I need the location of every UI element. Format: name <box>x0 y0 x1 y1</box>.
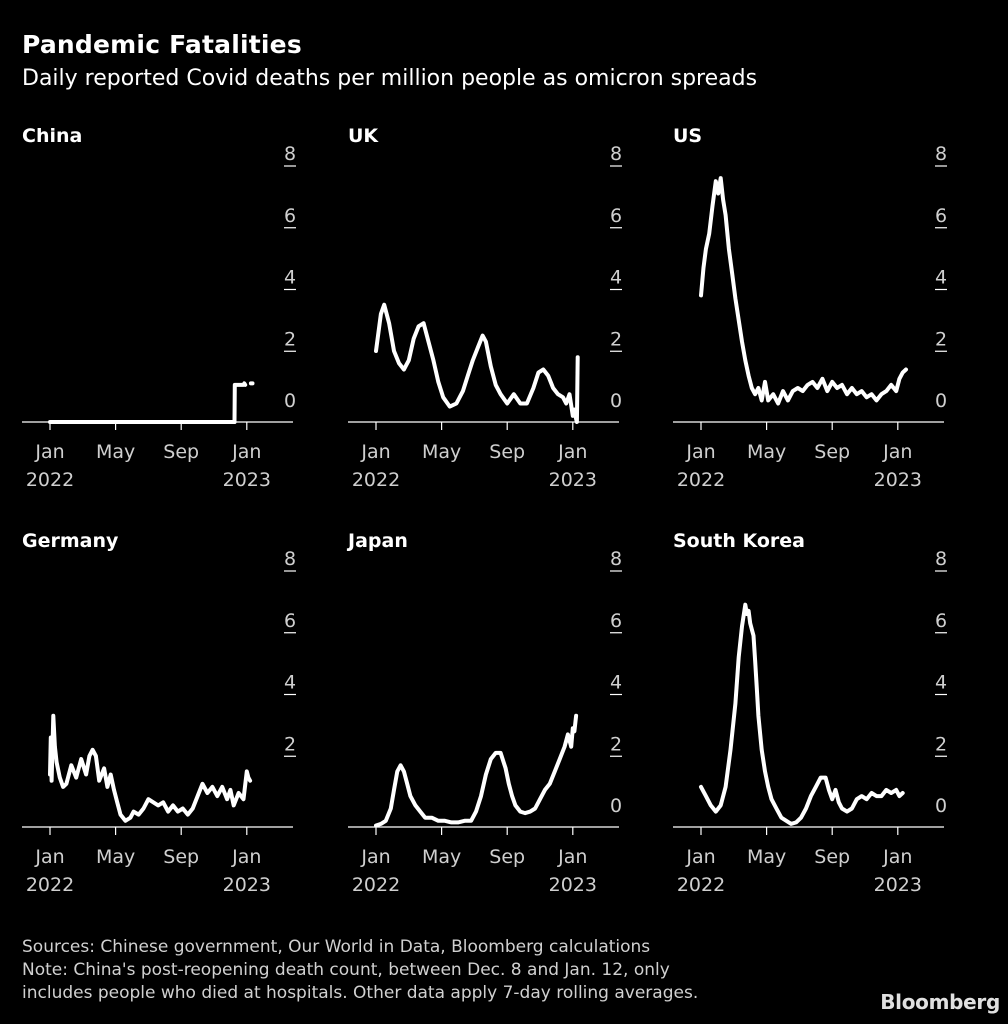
y-tick-label: 6 <box>935 205 947 227</box>
x-tick-label: Jan <box>231 441 261 463</box>
y-tick-label: 0 <box>610 795 622 817</box>
series-line <box>374 302 580 424</box>
x-tick-label: May <box>422 846 461 868</box>
y-tick-label: 8 <box>935 548 947 570</box>
x-tick-label: May <box>422 441 461 463</box>
x-tick-year-label: 2022 <box>677 874 725 896</box>
series-line <box>699 176 908 406</box>
x-tick-label: Jan <box>360 441 390 463</box>
x-tick-label: Jan <box>231 846 261 868</box>
y-tick-label: 0 <box>610 390 622 412</box>
x-tick-year-label: 2023 <box>549 469 597 491</box>
panel-title: UK <box>348 125 379 147</box>
y-tick-label: 6 <box>610 610 622 632</box>
x-tick-label: May <box>747 846 786 868</box>
footer-notes: Sources: Chinese government, Our World i… <box>22 936 698 1005</box>
y-tick-label: 0 <box>935 795 947 817</box>
series-line <box>699 602 905 826</box>
x-tick-year-label: 2022 <box>352 874 400 896</box>
y-tick-label: 2 <box>610 733 622 755</box>
x-tick-label: Sep <box>163 441 199 463</box>
panel-south-korea: South Korea 0 2 4 6 8 Jan 2022 May Sep Jan 2023 <box>673 530 988 920</box>
x-tick-year-label: 2022 <box>677 469 725 491</box>
x-tick-label: Jan <box>34 441 64 463</box>
y-tick-label: 2 <box>610 328 622 350</box>
panel-germany: Germany 2 4 6 8 Jan 2022 May Sep Jan 2023 <box>22 530 337 920</box>
x-tick-year-label: 2023 <box>223 469 271 491</box>
china-chart-svg: 0 2 4 6 8 Jan 2022 May Sep Jan 2023 <box>22 143 296 491</box>
y-tick-label: 4 <box>935 267 947 289</box>
y-tick-label: 6 <box>284 205 296 227</box>
sources-text: Sources: Chinese government, Our World i… <box>22 937 651 957</box>
bloomberg-logo: Bloomberg <box>880 990 1000 1014</box>
x-tick-label: Sep <box>489 846 525 868</box>
x-tick-label: Sep <box>814 846 850 868</box>
series-line <box>232 381 248 424</box>
x-tick-year-label: 2022 <box>26 469 74 491</box>
south-korea-chart-svg: 0 2 4 6 8 Jan 2022 May Sep Jan 2023 <box>673 548 947 896</box>
x-tick-label: Jan <box>360 846 390 868</box>
x-tick-year-label: 2023 <box>874 874 922 896</box>
panel-title: Germany <box>22 530 119 552</box>
y-tick-label: 4 <box>610 672 622 694</box>
uk-chart-svg: 0 2 4 6 8 Jan 2022 May Sep Jan 2023 <box>348 143 622 491</box>
panel-title: US <box>673 125 703 147</box>
panel-china: China 0 2 4 6 8 Jan 2022 May Sep Jan 2023 <box>22 125 337 515</box>
chart-title: Pandemic Fatalities <box>22 30 302 59</box>
y-tick-label: 2 <box>284 733 296 755</box>
x-tick-label: Jan <box>685 441 715 463</box>
x-tick-label: Sep <box>814 441 850 463</box>
y-tick-label: 4 <box>610 267 622 289</box>
y-tick-label: 6 <box>284 610 296 632</box>
x-tick-year-label: 2022 <box>352 469 400 491</box>
panel-title: China <box>22 125 83 147</box>
y-tick-label: 2 <box>284 328 296 350</box>
y-tick-label: 6 <box>610 205 622 227</box>
x-tick-year-label: 2023 <box>874 469 922 491</box>
panel-title: South Korea <box>673 530 806 552</box>
y-tick-label: 8 <box>284 548 296 570</box>
y-tick-label: 0 <box>284 390 296 412</box>
x-tick-label: May <box>96 846 135 868</box>
x-tick-label: Jan <box>557 441 587 463</box>
y-tick-label: 8 <box>610 548 622 570</box>
x-tick-year-label: 2023 <box>223 874 271 896</box>
x-tick-label: Jan <box>882 441 912 463</box>
panel-us: US 0 2 4 6 8 Jan 2022 May Sep Jan 2023 <box>673 125 988 515</box>
x-tick-label: May <box>747 441 786 463</box>
note-text-line-2: includes people who died at hospitals. O… <box>22 983 699 1003</box>
y-tick-label: 8 <box>284 143 296 165</box>
y-tick-label: 8 <box>610 143 622 165</box>
x-tick-label: Sep <box>489 441 525 463</box>
x-tick-label: May <box>96 441 135 463</box>
y-tick-label: 4 <box>284 267 296 289</box>
y-tick-label: 4 <box>935 672 947 694</box>
y-tick-label: 8 <box>935 143 947 165</box>
panel-title: Japan <box>348 530 408 552</box>
germany-chart-svg: 2 4 6 8 Jan 2022 May Sep Jan 2023 <box>22 548 296 896</box>
panel-japan: Japan 0 2 4 6 8 Jan 2022 May Sep Jan 2023 <box>348 530 663 920</box>
japan-chart-svg: 0 2 4 6 8 Jan 2022 May Sep Jan 2023 <box>348 548 622 896</box>
y-tick-label: 6 <box>935 610 947 632</box>
y-tick-label: 0 <box>935 390 947 412</box>
x-tick-label: Jan <box>557 846 587 868</box>
series-line <box>48 713 253 823</box>
panel-uk: UK 0 2 4 6 8 Jan 2022 May Sep Jan 2023 <box>348 125 663 515</box>
series-line <box>374 713 579 828</box>
x-tick-year-label: 2023 <box>549 874 597 896</box>
chart-subtitle: Daily reported Covid deaths per million … <box>22 66 758 91</box>
note-text-line-1: Note: China's post-reopening death count… <box>22 960 670 980</box>
y-tick-label: 4 <box>284 672 296 694</box>
x-tick-label: Jan <box>685 846 715 868</box>
y-tick-label: 2 <box>935 733 947 755</box>
x-tick-label: Jan <box>34 846 64 868</box>
x-tick-year-label: 2022 <box>26 874 74 896</box>
x-tick-label: Jan <box>882 846 912 868</box>
x-tick-label: Sep <box>163 846 199 868</box>
us-chart-svg: 0 2 4 6 8 Jan 2022 May Sep Jan 2023 <box>673 143 947 491</box>
y-tick-label: 2 <box>935 328 947 350</box>
